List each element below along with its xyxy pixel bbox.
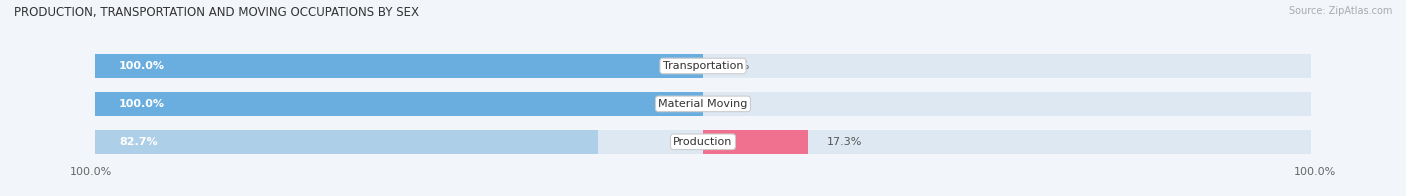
- Legend: Male, Female: Male, Female: [644, 191, 762, 196]
- Bar: [94, 92, 1312, 116]
- Text: 100.0%: 100.0%: [120, 99, 165, 109]
- Text: 100.0%: 100.0%: [1294, 167, 1336, 178]
- Text: Production: Production: [673, 137, 733, 147]
- Bar: [94, 92, 703, 116]
- Text: PRODUCTION, TRANSPORTATION AND MOVING OCCUPATIONS BY SEX: PRODUCTION, TRANSPORTATION AND MOVING OC…: [14, 6, 419, 19]
- Text: 82.7%: 82.7%: [120, 137, 157, 147]
- Bar: [94, 130, 1312, 153]
- Text: 17.3%: 17.3%: [827, 137, 862, 147]
- Text: 0.0%: 0.0%: [721, 99, 749, 109]
- Text: 100.0%: 100.0%: [70, 167, 112, 178]
- Text: Source: ZipAtlas.com: Source: ZipAtlas.com: [1288, 6, 1392, 16]
- Bar: [94, 130, 598, 153]
- Bar: [703, 130, 808, 153]
- Text: 100.0%: 100.0%: [120, 61, 165, 71]
- Bar: [94, 54, 703, 78]
- Text: 0.0%: 0.0%: [721, 61, 749, 71]
- Text: Material Moving: Material Moving: [658, 99, 748, 109]
- Bar: [94, 54, 1312, 78]
- Text: Transportation: Transportation: [662, 61, 744, 71]
